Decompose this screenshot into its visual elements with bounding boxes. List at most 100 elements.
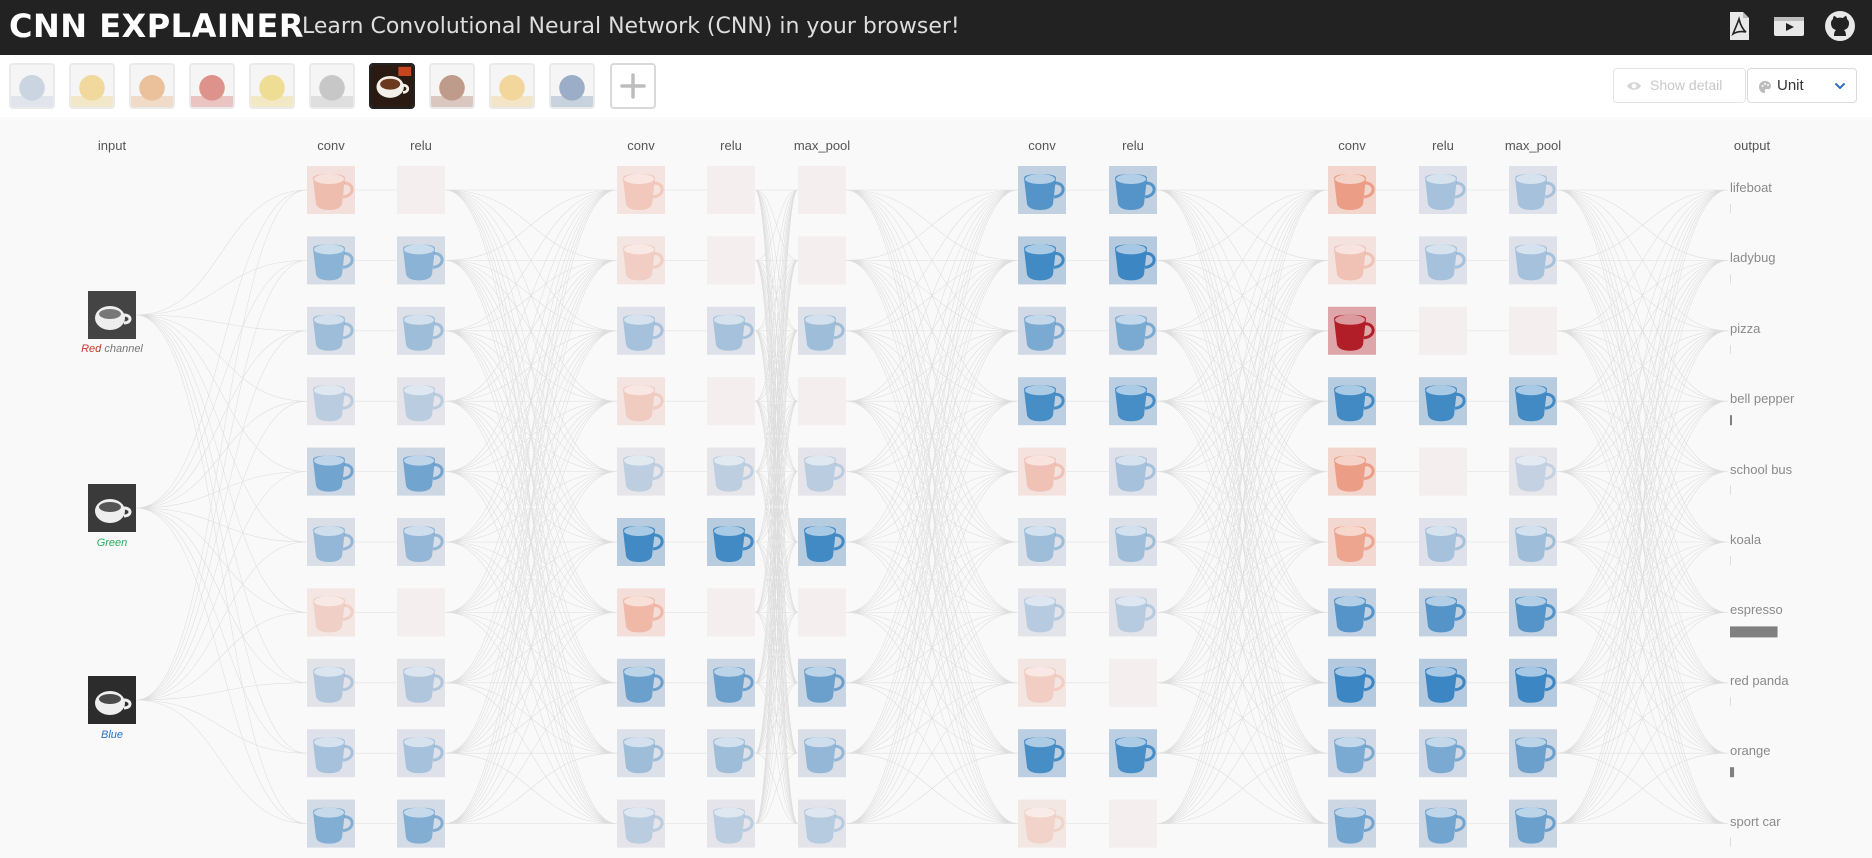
activation-tile-L5-R5[interactable] — [798, 518, 846, 566]
output-label-lifeboat[interactable]: lifeboat — [1730, 180, 1772, 195]
activation-tile-L10-R5[interactable] — [1509, 518, 1557, 566]
activation-tile-L2-R0[interactable] — [397, 166, 445, 214]
activation-tile-L7-R9[interactable] — [1109, 799, 1157, 848]
activation-tile-L2-R3[interactable] — [397, 377, 445, 426]
activation-tile-L5-R8[interactable] — [798, 729, 846, 778]
activation-tile-L4-R1[interactable] — [707, 236, 755, 285]
output-label-pizza[interactable]: pizza — [1730, 320, 1761, 336]
activation-tile-L3-R1[interactable] — [617, 236, 665, 285]
activation-tile-L3-R6[interactable] — [617, 588, 665, 637]
activation-tile-L1-R7[interactable] — [307, 658, 355, 707]
activation-tile-L4-R4[interactable] — [707, 447, 755, 496]
activation-tile-L8-R1[interactable] — [1328, 236, 1376, 285]
activation-tile-L8-R4[interactable] — [1328, 447, 1376, 496]
activation-tile-L5-R9[interactable] — [798, 799, 846, 848]
activation-tile-L3-R9[interactable] — [617, 799, 665, 848]
activation-tile-L7-R7[interactable] — [1109, 658, 1157, 707]
activation-tile-L9-R9[interactable] — [1419, 799, 1467, 848]
activation-tile-L9-R8[interactable] — [1419, 729, 1467, 778]
activation-tile-L5-R6[interactable] — [798, 588, 846, 637]
pdf-icon[interactable] — [1722, 9, 1756, 43]
image-thumb-koala[interactable] — [309, 63, 355, 109]
image-thumb-pizza[interactable] — [129, 63, 175, 109]
activation-tile-L7-R4[interactable] — [1109, 447, 1157, 496]
activation-tile-L2-R5[interactable] — [397, 518, 445, 566]
activation-tile-L7-R1[interactable] — [1109, 236, 1157, 285]
activation-tile-L9-R4[interactable] — [1419, 447, 1467, 496]
image-thumb-espresso[interactable] — [369, 63, 415, 109]
activation-tile-L7-R8[interactable] — [1109, 729, 1157, 778]
activation-tile-L2-R4[interactable] — [397, 447, 445, 496]
activation-tile-L3-R2[interactable] — [617, 306, 665, 355]
input-channel-2[interactable] — [88, 676, 136, 724]
output-label-red-panda[interactable]: red panda — [1730, 672, 1789, 688]
output-label-koala[interactable]: koala — [1730, 532, 1762, 547]
activation-tile-L6-R7[interactable] — [1018, 658, 1066, 707]
activation-tile-L4-R3[interactable] — [707, 377, 755, 426]
activation-tile-L5-R7[interactable] — [798, 658, 846, 707]
activation-tile-L5-R0[interactable] — [798, 166, 846, 214]
activation-tile-L10-R8[interactable] — [1509, 729, 1557, 778]
activation-tile-L2-R2[interactable] — [397, 306, 445, 355]
activation-tile-L10-R2[interactable] — [1509, 306, 1557, 355]
activation-tile-L9-R5[interactable] — [1419, 518, 1467, 566]
activation-tile-L1-R6[interactable] — [307, 588, 355, 637]
activation-tile-L7-R0[interactable] — [1109, 166, 1157, 214]
output-label-espresso[interactable]: espresso — [1730, 602, 1783, 618]
activation-tile-L8-R9[interactable] — [1328, 799, 1376, 848]
output-label-sport-car[interactable]: sport car — [1730, 813, 1781, 829]
activation-tile-L4-R2[interactable] — [707, 306, 755, 355]
activation-tile-L4-R5[interactable] — [707, 518, 755, 566]
activation-tile-L6-R3[interactable] — [1018, 377, 1066, 426]
activation-tile-L2-R6[interactable] — [397, 588, 445, 637]
show-detail-button[interactable]: Show detail — [1613, 68, 1746, 103]
activation-tile-L5-R2[interactable] — [798, 306, 846, 355]
image-thumb-lifeboat[interactable] — [9, 63, 55, 109]
image-thumb-red-panda[interactable] — [429, 63, 475, 109]
image-thumb-sport-car[interactable] — [549, 63, 595, 109]
activation-tile-L1-R1[interactable] — [307, 236, 355, 285]
activation-tile-L7-R3[interactable] — [1109, 377, 1157, 426]
image-thumb-school-bus[interactable] — [249, 63, 295, 109]
activation-tile-L9-R2[interactable] — [1419, 306, 1467, 355]
activation-tile-L8-R7[interactable] — [1328, 658, 1376, 707]
activation-tile-L1-R5[interactable] — [307, 518, 355, 566]
video-icon[interactable] — [1772, 9, 1806, 43]
activation-tile-L10-R9[interactable] — [1509, 799, 1557, 848]
activation-tile-L7-R2[interactable] — [1109, 306, 1157, 355]
activation-tile-L6-R9[interactable] — [1018, 799, 1066, 848]
activation-tile-L10-R1[interactable] — [1509, 236, 1557, 285]
activation-tile-L2-R9[interactable] — [397, 799, 445, 848]
scale-select[interactable]: Unit — [1747, 68, 1857, 103]
activation-tile-L8-R3[interactable] — [1328, 377, 1376, 426]
activation-tile-L1-R4[interactable] — [307, 447, 355, 496]
activation-tile-L10-R7[interactable] — [1509, 658, 1557, 707]
activation-tile-L9-R3[interactable] — [1419, 377, 1467, 426]
github-icon[interactable] — [1823, 9, 1857, 43]
activation-tile-L1-R3[interactable] — [307, 377, 355, 426]
input-channel-1[interactable] — [88, 484, 136, 532]
input-channel-0[interactable] — [88, 291, 136, 339]
activation-tile-L8-R0[interactable] — [1328, 166, 1376, 214]
activation-tile-L8-R6[interactable] — [1328, 588, 1376, 637]
activation-tile-L6-R4[interactable] — [1018, 447, 1066, 496]
activation-tile-L7-R5[interactable] — [1109, 518, 1157, 566]
activation-tile-L4-R6[interactable] — [707, 588, 755, 637]
activation-tile-L3-R3[interactable] — [617, 377, 665, 426]
image-thumb-ladybug[interactable] — [69, 63, 115, 109]
activation-tile-L6-R6[interactable] — [1018, 588, 1066, 637]
output-label-orange[interactable]: orange — [1730, 743, 1771, 759]
activation-tile-L9-R1[interactable] — [1419, 236, 1467, 285]
activation-tile-L8-R8[interactable] — [1328, 729, 1376, 778]
activation-tile-L7-R6[interactable] — [1109, 588, 1157, 637]
activation-tile-L3-R7[interactable] — [617, 658, 665, 707]
activation-tile-L4-R8[interactable] — [707, 729, 755, 778]
activation-tile-L1-R9[interactable] — [307, 799, 355, 848]
activation-tile-L4-R7[interactable] — [707, 658, 755, 707]
activation-tile-L5-R3[interactable] — [798, 377, 846, 426]
activation-tile-L6-R0[interactable] — [1018, 166, 1066, 214]
activation-tile-L4-R0[interactable] — [707, 166, 755, 214]
activation-tile-L8-R2[interactable] — [1328, 306, 1376, 355]
activation-tile-L9-R7[interactable] — [1419, 658, 1467, 707]
activation-tile-L2-R8[interactable] — [397, 729, 445, 778]
